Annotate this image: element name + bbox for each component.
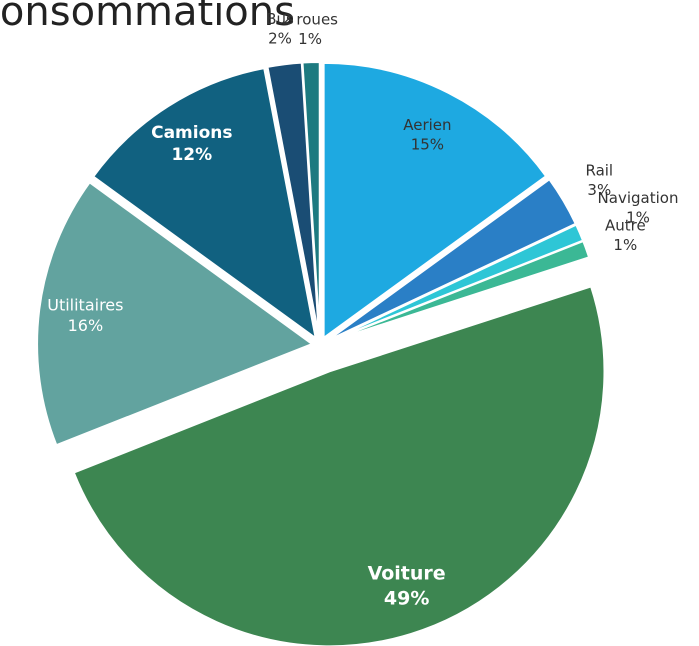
pie-slice bbox=[91, 66, 318, 341]
pie-slice bbox=[327, 239, 591, 344]
slice-value-label: 15% bbox=[411, 135, 444, 153]
slice-value-label: 1% bbox=[613, 236, 637, 254]
pie-slice bbox=[326, 177, 578, 342]
slice-label: Rail bbox=[585, 161, 613, 179]
slice-label: Autre bbox=[605, 217, 646, 235]
slice-value-label: 1% bbox=[298, 30, 322, 48]
slice-value-label: 2% bbox=[268, 30, 292, 48]
pie-slice bbox=[36, 180, 315, 447]
slice-label: Voiture bbox=[368, 563, 446, 585]
pie-slice bbox=[72, 285, 606, 646]
pie-slice bbox=[301, 61, 321, 338]
pie-slice bbox=[322, 61, 548, 340]
slice-value-label: 49% bbox=[384, 587, 429, 609]
slice-label: Utilitaires bbox=[47, 295, 123, 314]
slice-value-label: 16% bbox=[68, 316, 104, 335]
slice-label: Aerien bbox=[403, 116, 451, 134]
slice-label: Camions bbox=[151, 123, 232, 143]
slice-label: Bus bbox=[266, 10, 294, 28]
slice-value-label: 1% bbox=[626, 208, 650, 226]
slice-label: Navigation bbox=[598, 189, 679, 207]
slice-value-label: 3% bbox=[587, 181, 611, 199]
slice-label: 2 roues bbox=[282, 10, 338, 28]
slice-value-label: 12% bbox=[171, 145, 212, 165]
chart-title: Consommations bbox=[0, 0, 295, 35]
